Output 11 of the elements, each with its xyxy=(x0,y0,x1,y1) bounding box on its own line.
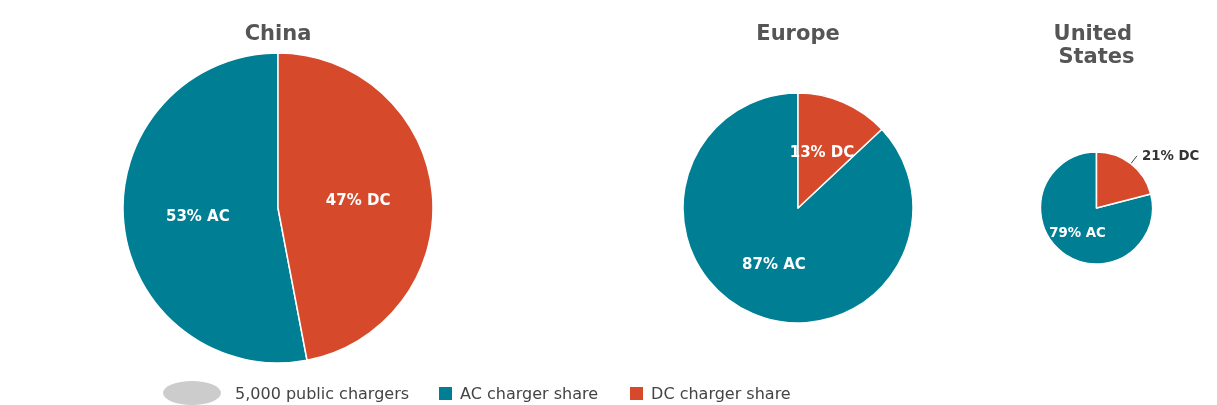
chart-title: China xyxy=(244,20,312,45)
data-label: 21% DC xyxy=(1141,148,1200,164)
chart-title: United States xyxy=(1053,20,1140,68)
legend-label: AC charger share xyxy=(460,383,599,403)
data-label: 53% AC xyxy=(165,206,230,225)
data-label: 87% AC xyxy=(742,254,806,273)
data-label: 79% AC xyxy=(1049,224,1106,240)
chart-title: Europe xyxy=(756,20,840,45)
text: 5,000 public chargers xyxy=(235,383,410,403)
legend-label: DC charger share xyxy=(651,383,791,403)
data-label: 47% DC xyxy=(325,191,391,210)
